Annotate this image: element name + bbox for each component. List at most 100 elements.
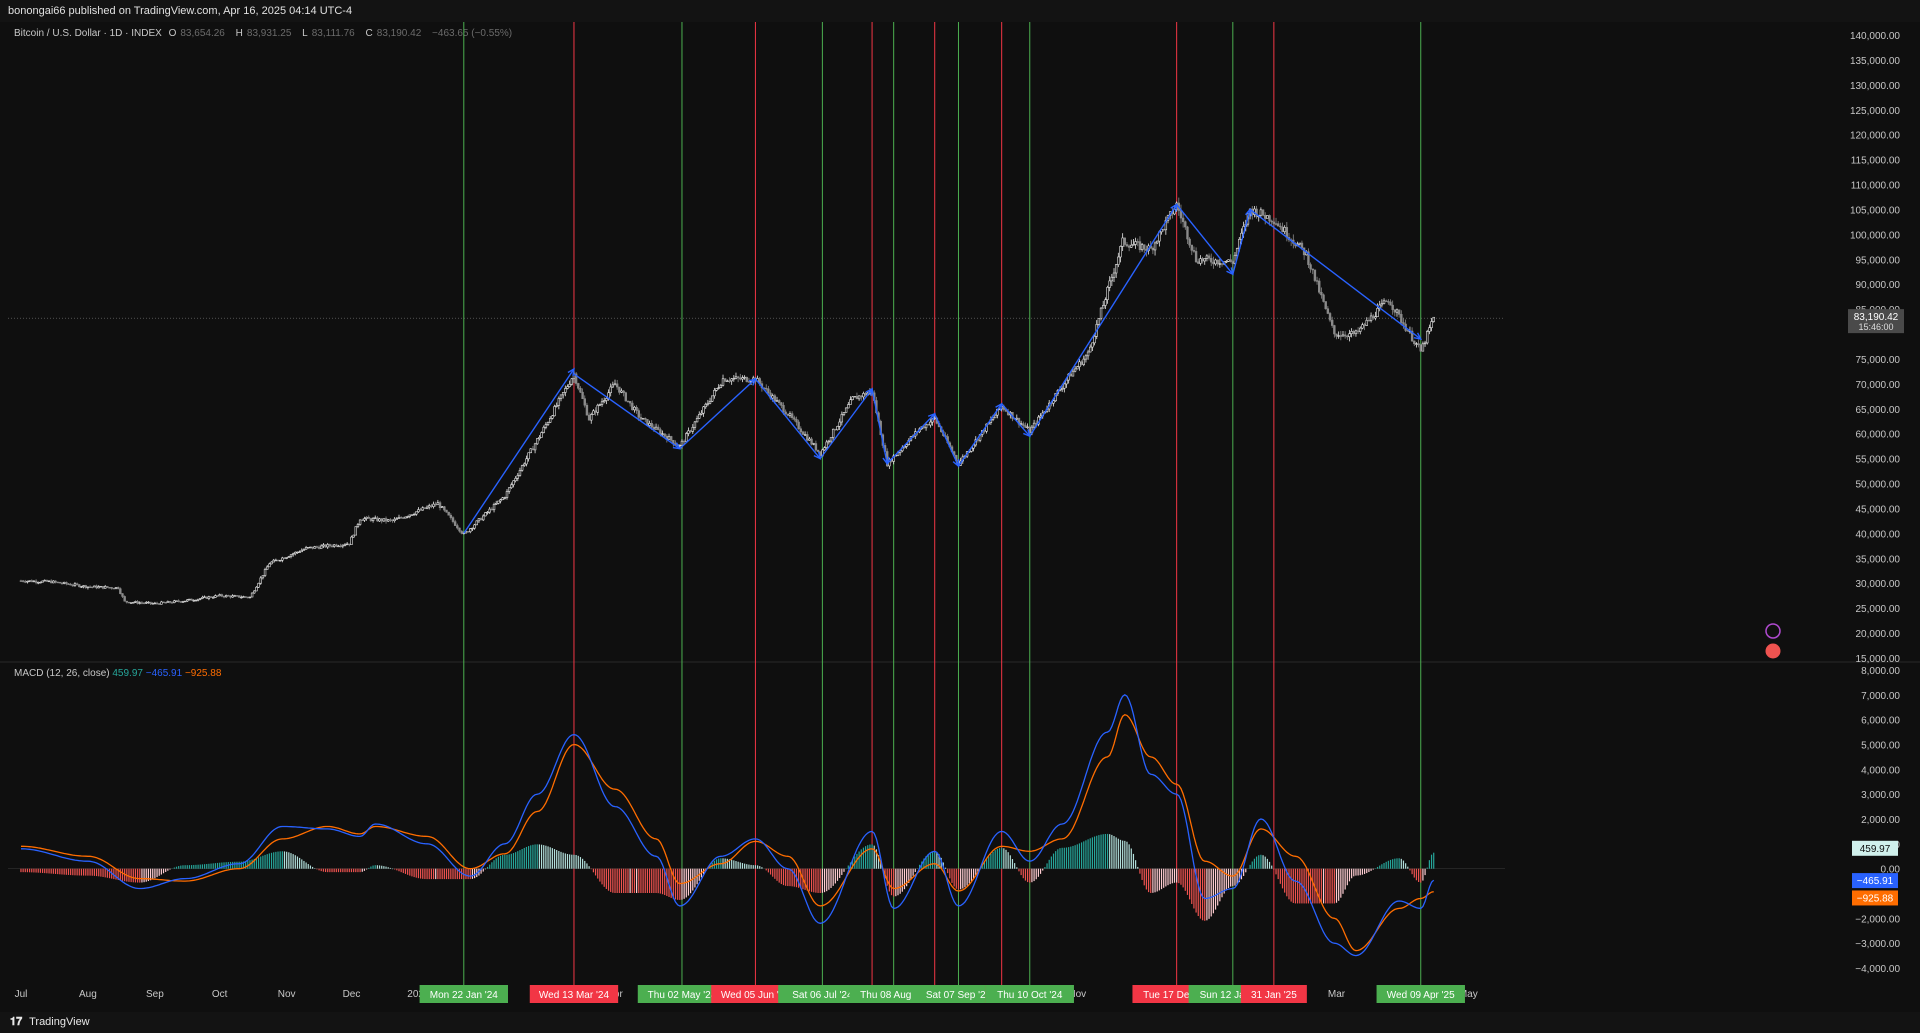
candle-body	[1335, 333, 1338, 337]
price-candle	[62, 581, 66, 585]
candle-body	[810, 438, 813, 445]
candle-body	[188, 598, 191, 601]
price-candle	[311, 546, 314, 550]
macd-hist-bar	[627, 868, 629, 894]
price-candle	[851, 396, 854, 401]
macd-hist-bar	[1422, 868, 1424, 881]
macd-hist-bar	[87, 868, 89, 876]
macd-hist-bar	[57, 868, 59, 875]
macd-hist-bar	[547, 846, 549, 869]
candle-body	[1032, 422, 1036, 428]
price-candle	[795, 416, 798, 426]
time-tick-label: Dec	[343, 989, 361, 1000]
macd-hist-bar	[1340, 868, 1342, 898]
macd-hist-bar	[1230, 868, 1232, 887]
price-candle	[179, 601, 183, 603]
candle-body	[369, 518, 373, 522]
candle-body	[533, 443, 537, 451]
macd-hist-bar	[484, 868, 486, 870]
macd-hist-bar	[880, 862, 882, 869]
macd-hist-bar	[389, 867, 391, 869]
macd-hist-bar	[1001, 847, 1003, 869]
price-candle	[777, 399, 781, 406]
price-candle	[270, 561, 273, 565]
macd-value-tag: −925.88	[1857, 893, 1894, 904]
time-tick-label: Jul	[15, 989, 28, 1000]
candle-body	[237, 595, 241, 598]
price-candle	[728, 377, 731, 384]
candle-body	[231, 595, 234, 598]
macd-hist-bar	[1389, 859, 1392, 869]
macd-tick-label: 6,000.00	[1861, 716, 1900, 727]
macd-hist-bar	[867, 845, 869, 869]
candle-body	[436, 502, 440, 506]
candle-body	[765, 387, 768, 390]
price-candle	[1225, 260, 1228, 264]
macd-hist-bar	[424, 868, 426, 880]
candle-body	[1212, 261, 1215, 265]
price-candle	[259, 576, 262, 585]
price-candle	[853, 396, 856, 398]
candle-body	[140, 602, 144, 604]
trend-segment	[957, 403, 1003, 467]
macd-hist-bar	[37, 868, 39, 873]
footer-brand[interactable]: TradingView	[29, 1016, 90, 1028]
price-candle	[544, 422, 548, 430]
macd-indicator-name[interactable]: MACD (12, 26, close)	[14, 668, 110, 679]
price-candle	[218, 593, 221, 597]
candle-body	[1080, 361, 1083, 365]
price-candle	[633, 405, 636, 413]
macd-hist-bar	[912, 868, 914, 876]
candle-body	[430, 505, 433, 507]
price-tick-label: 30,000.00	[1856, 579, 1901, 590]
trend-segment	[1029, 204, 1178, 437]
candle-body	[1108, 280, 1111, 288]
macd-hist-bar	[143, 868, 145, 883]
candle-body	[1428, 327, 1431, 332]
price-candle	[285, 557, 288, 560]
macd-hist-bar	[221, 862, 223, 869]
macd-hist-bar	[108, 868, 111, 879]
price-candle	[546, 421, 550, 426]
macd-hist-bar	[908, 868, 910, 883]
macd-hist-bar	[1176, 868, 1178, 883]
price-candle	[831, 428, 835, 440]
price-candle	[287, 555, 291, 558]
price-candle	[110, 586, 113, 590]
macd-hist-bar	[1070, 846, 1072, 869]
wave-trend-line	[573, 373, 682, 450]
macd-hist-bar	[193, 864, 195, 869]
macd-hist-bar	[1363, 868, 1366, 874]
symbol-name[interactable]: Bitcoin / U.S. Dollar · 1D · INDEX	[14, 28, 162, 39]
price-candle	[765, 384, 768, 392]
price-candle	[268, 562, 271, 568]
candle-body	[73, 583, 77, 586]
candle-body	[1339, 335, 1343, 337]
macd-hist-bar	[167, 868, 169, 871]
macd-hist-bar	[1405, 863, 1407, 869]
price-tick-label: 115,000.00	[1851, 156, 1901, 167]
macd-hist-bar	[536, 844, 538, 869]
price-candle	[1229, 254, 1232, 263]
macd-hist-bar	[929, 852, 931, 869]
macd-hist-bar	[782, 868, 785, 886]
price-candle	[1389, 299, 1392, 306]
candle-body	[56, 581, 59, 584]
price-candle	[618, 386, 621, 395]
time-tick-label: May	[1459, 989, 1478, 1000]
price-candle	[209, 596, 213, 599]
macd-value-tag: 459.97	[1860, 844, 1891, 855]
price-candle	[99, 585, 103, 588]
candle-body	[795, 419, 798, 423]
price-candle	[91, 586, 94, 589]
price-candle	[1125, 241, 1129, 248]
macd-hist-bar	[1152, 868, 1154, 893]
price-tick-label: 40,000.00	[1856, 529, 1901, 540]
candle-body	[823, 447, 826, 451]
macd-hist-bar	[672, 868, 674, 899]
price-candle	[494, 500, 498, 505]
candle-body	[553, 406, 556, 417]
event-label-text: Sat 06 Jul '24	[792, 990, 853, 1001]
price-candle	[555, 402, 558, 408]
